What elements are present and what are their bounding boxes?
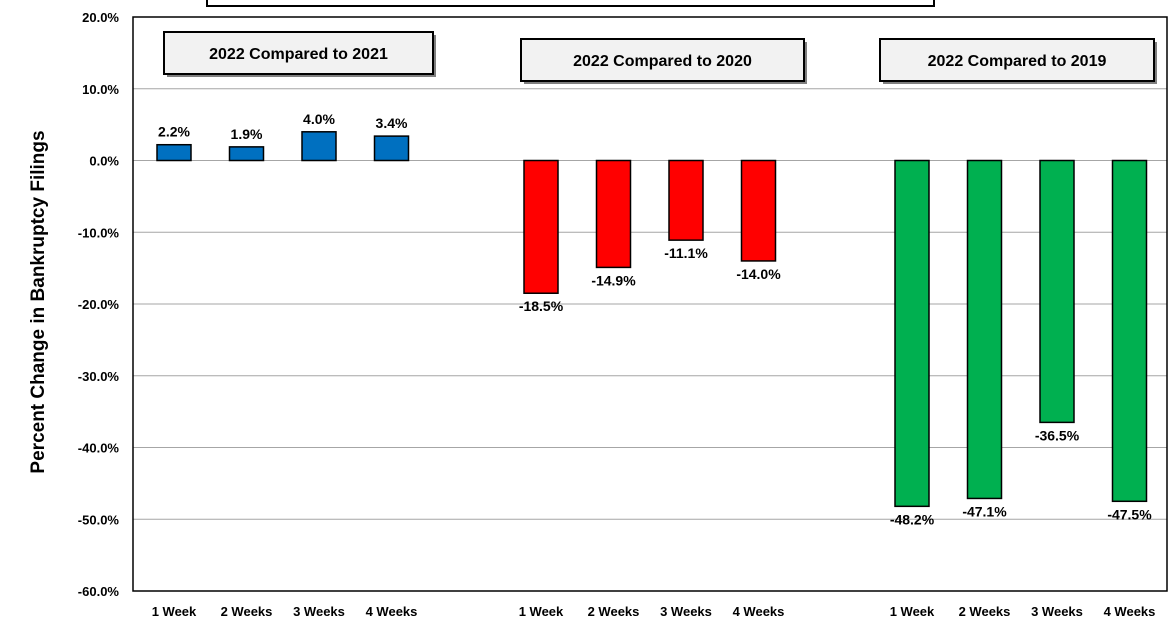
- bar: [228, 146, 265, 162]
- y-tick-label: 0.0%: [89, 154, 119, 169]
- group-title-box: [163, 31, 434, 75]
- x-tick-label: 3 Weeks: [660, 604, 712, 619]
- x-tick-label: 1 Week: [890, 604, 935, 619]
- y-tick-label: -50.0%: [78, 512, 120, 527]
- bar: [1039, 159, 1075, 424]
- bar: [595, 159, 632, 269]
- group-title: 2022 Compared to 2020: [573, 53, 752, 70]
- y-tick-label: 10.0%: [82, 82, 119, 97]
- data-label: -48.2%: [890, 511, 935, 527]
- y-axis-ticks: 20.0% 10.0% 0.0% -10.0% -20.0% -30.0% -40.0% -5…: [78, 10, 120, 599]
- bars: [156, 131, 1148, 508]
- data-label: 4.0%: [303, 111, 335, 127]
- bar: [1111, 159, 1148, 503]
- bar: [740, 159, 777, 262]
- data-label: -14.9%: [591, 272, 636, 288]
- bar: [523, 159, 559, 294]
- group-title: 2022 Compared to 2019: [928, 53, 1107, 70]
- x-tick-label: 4 Weeks: [733, 604, 785, 619]
- y-tick-label: 20.0%: [82, 10, 119, 25]
- bar: [301, 131, 337, 162]
- group-title-box: [879, 38, 1155, 82]
- x-axis-ticks: 1 Week 2 Weeks 3 Weeks 4 Weeks 1 Week 2 Weeks…: [152, 604, 1156, 619]
- data-label: -47.5%: [1107, 506, 1152, 522]
- x-tick-label: 2 Weeks: [588, 604, 640, 619]
- y-tick-label: -60.0%: [78, 584, 120, 599]
- group-title-box: [520, 38, 805, 82]
- group-title: 2022 Compared to 2021: [209, 46, 388, 63]
- y-axis-label: Percent Change in Bankruptcy Filings: [28, 130, 49, 473]
- data-labels: 2.2% 1.9% 4.0% 3.4% -18.5% -14.9% -11.1% -14.0%…: [158, 111, 1152, 528]
- group-titles: 2022 Compared to 2021 2022 Compared to 20…: [163, 31, 1157, 84]
- x-tick-label: 1 Week: [152, 604, 197, 619]
- x-tick-label: 4 Weeks: [1104, 604, 1156, 619]
- x-tick-label: 2 Weeks: [959, 604, 1011, 619]
- data-label: -14.0%: [736, 266, 781, 282]
- data-label: -47.1%: [962, 503, 1007, 519]
- data-label: -36.5%: [1035, 427, 1080, 443]
- x-tick-label: 3 Weeks: [293, 604, 345, 619]
- data-label: -11.1%: [664, 245, 708, 261]
- data-label: 1.9%: [231, 126, 263, 142]
- y-tick-label: -30.0%: [78, 369, 120, 384]
- x-tick-label: 1 Week: [519, 604, 564, 619]
- y-tick-label: -20.0%: [78, 297, 120, 312]
- data-label: 2.2%: [158, 124, 190, 140]
- x-tick-label: 2 Weeks: [221, 604, 273, 619]
- bar: [156, 143, 192, 162]
- x-tick-label: 3 Weeks: [1031, 604, 1083, 619]
- data-label: 3.4%: [376, 115, 408, 131]
- y-tick-label: -10.0%: [78, 225, 120, 240]
- bar: [668, 159, 704, 241]
- top-title-box: [206, 0, 935, 7]
- x-tick-label: 4 Weeks: [366, 604, 418, 619]
- data-label: -18.5%: [519, 298, 564, 314]
- gridlines: [133, 88, 1167, 520]
- bar: [373, 135, 410, 162]
- plot-area-frame: [132, 16, 1168, 592]
- bar: [894, 159, 930, 508]
- y-tick-label: -40.0%: [78, 441, 120, 456]
- bar: [966, 159, 1003, 500]
